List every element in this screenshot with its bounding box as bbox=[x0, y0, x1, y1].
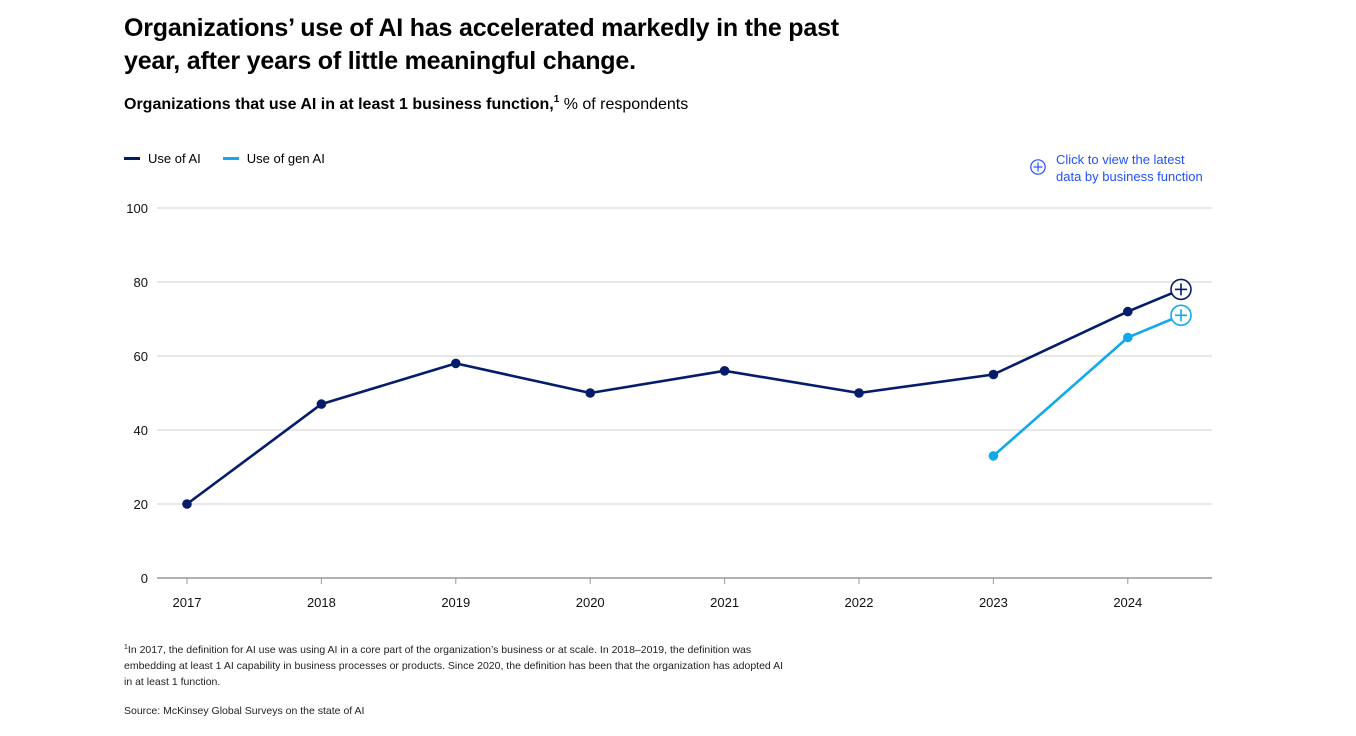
x-tick-label: 2018 bbox=[307, 595, 336, 610]
subtitle-footnote-ref: 1 bbox=[553, 94, 560, 105]
data-point-ai bbox=[316, 399, 327, 409]
footnote-marker: 1 bbox=[124, 644, 128, 651]
series-line-ai bbox=[185, 288, 1183, 506]
series-line-genai bbox=[992, 313, 1183, 458]
x-tick-label: 2020 bbox=[576, 595, 605, 610]
y-tick-label: 80 bbox=[134, 275, 148, 290]
data-point-ai bbox=[182, 499, 192, 509]
latest-marker-genai bbox=[1170, 304, 1192, 327]
data-point-ai bbox=[854, 388, 864, 398]
data-point-genai bbox=[988, 451, 999, 461]
y-tick-label: 40 bbox=[134, 423, 148, 438]
source-note: Source: McKinsey Global Surveys on the s… bbox=[124, 705, 365, 717]
x-tick-label: 2024 bbox=[1113, 595, 1142, 610]
data-point-ai bbox=[585, 388, 595, 398]
legend-swatch-genai bbox=[222, 157, 239, 160]
legend: Use of AI Use of gen AI bbox=[124, 151, 347, 166]
data-point-genai bbox=[1123, 332, 1133, 343]
legend-swatch-ai bbox=[124, 157, 140, 160]
chart-title: Organizations’ use of AI has accelerated… bbox=[124, 14, 839, 75]
x-tick-label: 2017 bbox=[173, 595, 202, 610]
data-point-ai bbox=[988, 369, 999, 380]
data-point-ai bbox=[1123, 306, 1133, 317]
y-tick-label: 100 bbox=[126, 201, 148, 216]
footnote-text: In 2017, the definition for AI use was u… bbox=[124, 644, 784, 688]
link-text-line2: data by business function bbox=[1056, 169, 1203, 184]
x-tick-label: 2021 bbox=[710, 595, 739, 610]
x-tick-label: 2022 bbox=[845, 595, 874, 610]
y-tick-label: 0 bbox=[141, 571, 148, 586]
y-tick-label: 20 bbox=[134, 497, 148, 512]
chart-subtitle: Organizations that use AI in at least 1 … bbox=[124, 94, 688, 116]
view-business-function-link[interactable]: Click to view the latest data by busines… bbox=[1030, 151, 1226, 185]
legend-label-genai: Use of gen AI bbox=[246, 151, 325, 166]
plus-circle-icon bbox=[1030, 159, 1046, 175]
link-text-line1: Click to view the latest bbox=[1056, 152, 1185, 167]
latest-marker-ai bbox=[1170, 278, 1192, 301]
footnote: 1In 2017, the definition for AI use was … bbox=[124, 642, 784, 690]
y-tick-label: 60 bbox=[134, 349, 148, 364]
subtitle-bold: Organizations that use AI in at least 1 … bbox=[124, 96, 554, 113]
x-tick-label: 2019 bbox=[441, 595, 470, 610]
data-point-ai bbox=[451, 358, 461, 369]
line-chart: 0 20 40 60 80 100 2017 2018 2019 2020 2021 2022 2023… bbox=[126, 201, 1212, 610]
legend-item-ai: Use of AI bbox=[124, 151, 201, 166]
data-point-ai bbox=[719, 366, 730, 376]
legend-label-ai: Use of AI bbox=[148, 151, 201, 166]
x-tick-label: 2023 bbox=[979, 595, 1008, 610]
subtitle-unit: % of respondents bbox=[559, 96, 689, 113]
legend-item-genai: Use of gen AI bbox=[222, 151, 325, 166]
